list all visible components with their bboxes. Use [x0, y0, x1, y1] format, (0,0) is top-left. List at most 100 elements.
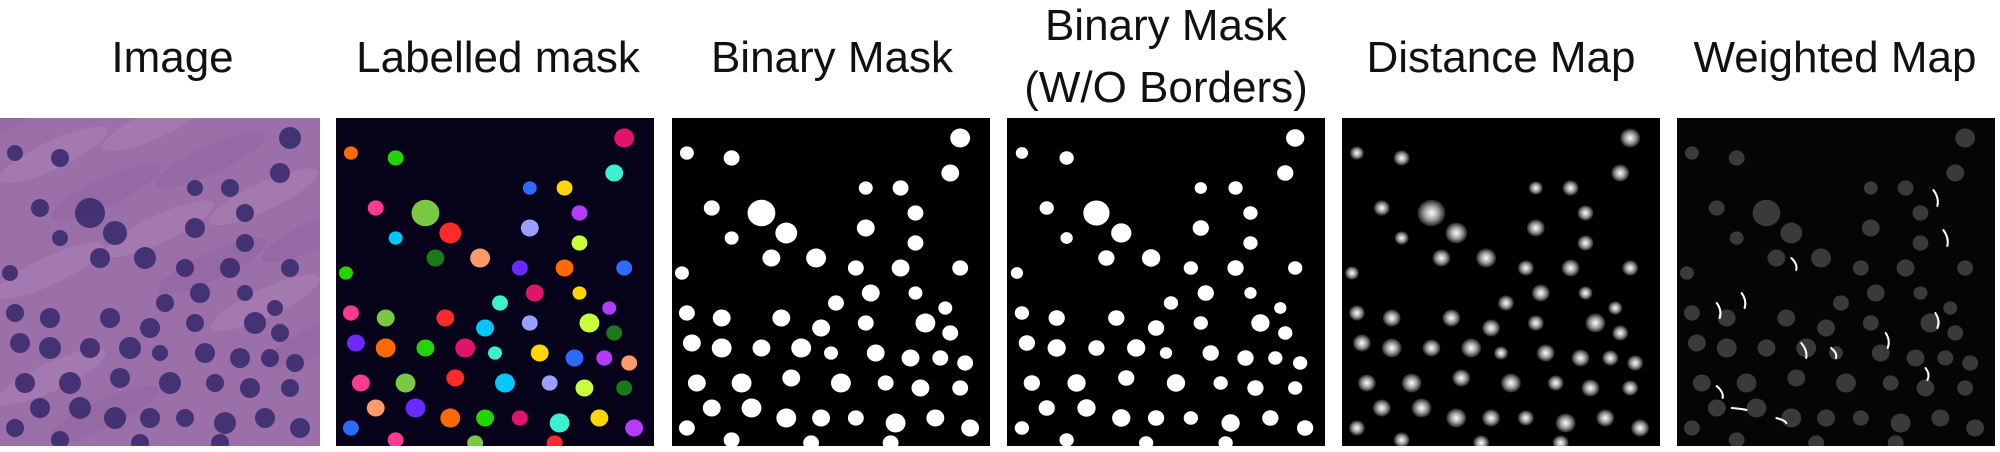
weighted-cell [1943, 301, 1958, 315]
nucleus [279, 127, 301, 149]
binary-instance-no-border [1058, 230, 1075, 246]
binary-instance [741, 398, 762, 418]
binary-instance-no-border [1146, 318, 1166, 338]
labelled-instance [342, 420, 359, 436]
nucleus [10, 333, 30, 353]
title-image: Image [111, 33, 234, 82]
distance-blob [1547, 375, 1564, 391]
binary-instance [885, 413, 906, 433]
distance-blob [1536, 344, 1555, 362]
binary-instance [861, 284, 880, 302]
distance-blob [1494, 346, 1508, 360]
weight-border [1934, 312, 1940, 329]
weighted-cell [1946, 164, 1965, 182]
labelled-instance [621, 355, 638, 371]
weighted-cell [1684, 146, 1699, 160]
distance-blob [1498, 295, 1514, 311]
weighted-cell [1729, 231, 1744, 245]
binary-instance [803, 435, 820, 446]
binary-instance-no-border [1065, 372, 1088, 394]
nucleus [6, 419, 24, 437]
distance-blob [1445, 222, 1468, 244]
nucleus [7, 145, 23, 161]
labelled-instance [476, 409, 495, 427]
weighted-cell [1871, 344, 1890, 362]
distance-blob [1393, 150, 1410, 166]
labelled-instance [446, 369, 465, 387]
weighted-cell [1787, 369, 1806, 387]
nucleus [80, 338, 100, 358]
weighted-map-image [1677, 118, 1995, 446]
binary-instance-no-border [1225, 258, 1246, 278]
weighted-cell [1862, 315, 1879, 331]
nucleus [186, 314, 204, 332]
binary-instance-no-border [1158, 345, 1174, 361]
weighted-cell [1811, 248, 1832, 268]
labelled-instance [476, 319, 495, 337]
labelled-instance [571, 205, 588, 221]
binary-instance [938, 301, 953, 315]
binary-instance [892, 180, 909, 196]
binary-instance [782, 369, 801, 387]
distance-blob [1596, 409, 1615, 427]
binary-instance [950, 128, 971, 148]
weight-border [1800, 342, 1808, 359]
weighted-cell [1683, 420, 1700, 436]
weighted-cell [1817, 319, 1836, 337]
labelled-instance [541, 375, 558, 391]
nucleus [290, 418, 310, 438]
weighted-cell [1852, 260, 1869, 276]
binary-instance [772, 309, 791, 327]
nucleus [211, 434, 229, 446]
binary-instance [674, 266, 689, 280]
binary-instance [857, 315, 874, 331]
labelled-instance [436, 309, 455, 327]
labelled-instance [470, 248, 491, 268]
labelled-instance [511, 410, 528, 426]
distance-blob [1348, 420, 1365, 436]
title-labelled-mask: Labelled mask [356, 33, 640, 82]
weight-border [1932, 189, 1939, 207]
distance-map-image [1342, 118, 1660, 446]
nucleus [110, 368, 130, 388]
nucleus [240, 378, 260, 398]
weighted-cell [1679, 266, 1694, 280]
labelled-instance [495, 373, 515, 393]
binary-instance [687, 374, 706, 392]
labelled-instance [511, 260, 528, 276]
binary-instance-no-border [1009, 265, 1025, 281]
distance-blob [1373, 200, 1390, 216]
labelled-instance [440, 408, 461, 428]
nucleus [39, 337, 61, 359]
weighted-cell [1955, 128, 1976, 148]
binary-instance-no-border [1216, 434, 1235, 446]
weight-border [1924, 367, 1930, 381]
nucleus [140, 408, 160, 428]
binary-instance [702, 399, 721, 417]
binary-instance-no-border [1146, 408, 1166, 428]
distance-blob [1611, 164, 1630, 182]
weighted-cell [1913, 286, 1928, 300]
tissue-streak [0, 242, 104, 300]
weighted-cell [1962, 355, 1979, 371]
nucleus [59, 372, 81, 394]
distance-blob [1382, 309, 1401, 327]
weight-border [1730, 407, 1748, 411]
weighted-cell [1852, 410, 1869, 426]
nucleus [286, 354, 304, 372]
nucleus [90, 248, 110, 268]
binary-instance [678, 305, 695, 321]
distance-blob [1432, 249, 1451, 267]
distance-blob [1411, 398, 1432, 418]
binary-instance-no-border [1266, 349, 1285, 367]
nucleus [220, 258, 240, 278]
weighted-cell [1817, 409, 1836, 427]
nucleus [176, 259, 194, 277]
labelled-instance [546, 435, 563, 446]
labelled-instance [616, 260, 633, 276]
binary-instance-no-border [1260, 408, 1281, 428]
distance-blob [1482, 409, 1501, 427]
binary-instance [703, 200, 720, 216]
weighted-cell [1931, 409, 1950, 427]
binary-instance [806, 248, 827, 268]
